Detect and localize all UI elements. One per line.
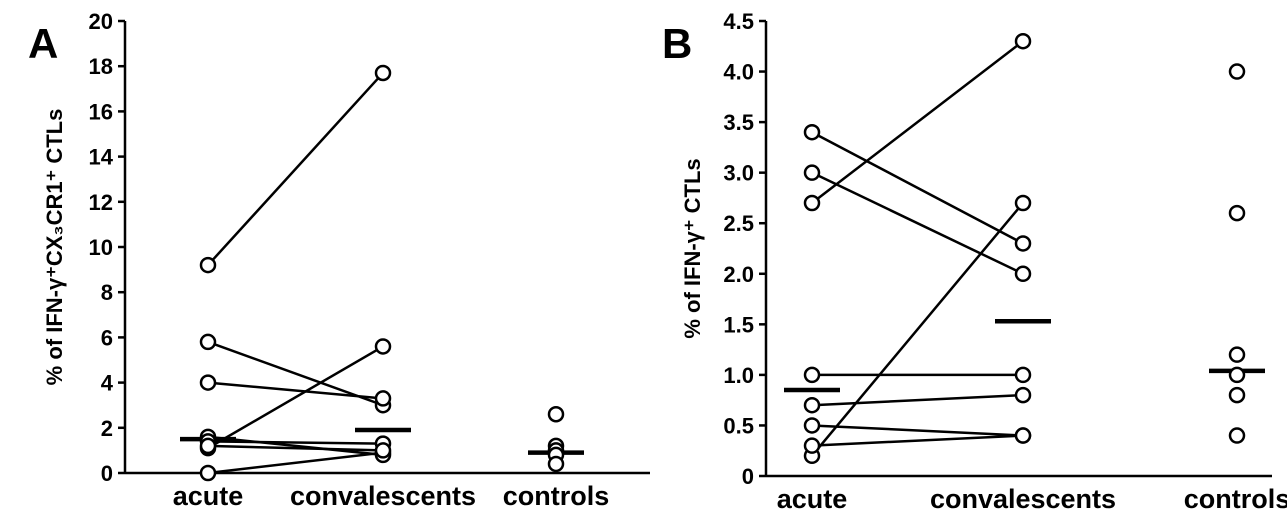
y-tick-label: 4.0 (723, 60, 754, 85)
y-tick-label: 6 (101, 325, 113, 350)
data-point (1014, 386, 1032, 404)
y-tick-label: 20 (89, 9, 113, 34)
data-point (1014, 194, 1032, 212)
data-point (1228, 63, 1246, 80)
pair-line (811, 40, 1024, 204)
pair-line (207, 444, 384, 452)
x-tick-label: controls (1184, 484, 1287, 514)
data-point (803, 437, 821, 454)
data-point (547, 455, 565, 473)
x-tick-label: convalescents (930, 484, 1116, 514)
data-point (1014, 427, 1032, 444)
pair-line (207, 440, 384, 445)
data-point (199, 256, 217, 274)
y-tick-label: 0.5 (723, 413, 754, 438)
y-tick-label: 8 (101, 280, 113, 305)
data-point (803, 396, 821, 414)
y-tick-label: 16 (89, 99, 113, 124)
x-tick-label: acute (173, 481, 244, 511)
data-point (1228, 427, 1246, 444)
pair-line (207, 435, 384, 457)
pair-line (811, 171, 1024, 275)
pair-line (811, 434, 1024, 447)
data-point (374, 338, 392, 355)
data-point (374, 442, 392, 459)
y-tick-label: 1.0 (723, 363, 754, 388)
y-tick-label: 2.5 (723, 211, 754, 236)
y-axis-label: % of IFN-γ⁺ CTLs (680, 158, 705, 338)
panel-label: B (662, 20, 692, 67)
pair-line (811, 131, 1024, 245)
y-tick-label: 1.5 (723, 312, 754, 337)
pair-line (811, 393, 1024, 407)
y-tick-label: 12 (89, 190, 113, 215)
pair-line (207, 381, 384, 400)
data-point (1228, 346, 1246, 363)
data-point (199, 374, 217, 391)
y-tick-label: 0 (742, 464, 754, 489)
data-point (199, 437, 217, 455)
data-point (1228, 386, 1246, 404)
y-tick-label: 3.0 (723, 161, 754, 186)
data-point (803, 164, 821, 181)
data-point (1014, 366, 1032, 384)
data-point (547, 405, 565, 423)
y-tick-label: 4 (101, 371, 114, 396)
y-tick-label: 10 (89, 235, 113, 260)
data-point (374, 64, 392, 82)
y-tick-label: 18 (89, 54, 113, 79)
y-tick-label: 2.0 (723, 262, 754, 287)
panel-label: A (28, 20, 58, 67)
pair-line (811, 424, 1024, 437)
data-point (803, 366, 821, 384)
y-tick-label: 4.5 (723, 9, 754, 34)
x-tick-label: acute (777, 484, 848, 514)
pair-line (207, 72, 384, 266)
data-point (803, 123, 821, 141)
y-tick-label: 0 (101, 461, 113, 486)
data-point (803, 194, 821, 212)
pair-line (207, 451, 384, 475)
data-point (374, 390, 392, 407)
data-point (1228, 366, 1246, 384)
y-tick-label: 2 (101, 416, 113, 441)
y-axis-label: % of IFN-γ⁺CX₃CR1⁺ CTLs (42, 109, 67, 386)
data-point (1014, 265, 1032, 283)
data-point (803, 417, 821, 434)
pair-line (207, 345, 384, 450)
data-point (1228, 204, 1246, 222)
data-point (1014, 32, 1032, 50)
x-tick-label: controls (503, 481, 610, 511)
pair-line (811, 202, 1024, 457)
data-point (199, 464, 217, 482)
data-point (199, 333, 217, 351)
y-tick-label: 14 (89, 145, 114, 170)
y-tick-label: 3.5 (723, 110, 754, 135)
data-point (1014, 235, 1032, 252)
x-tick-label: convalescents (290, 481, 476, 511)
